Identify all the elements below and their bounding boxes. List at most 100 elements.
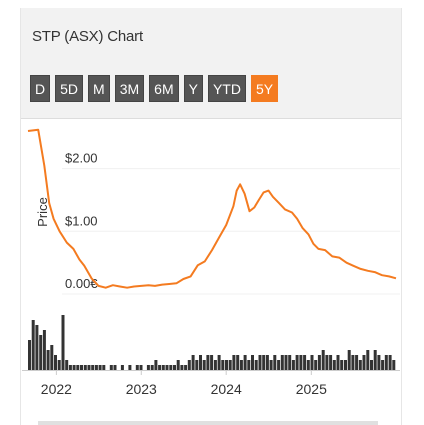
y-tick-label: $1.00 bbox=[65, 213, 98, 228]
y-tick-label: 0.00€ bbox=[65, 276, 98, 291]
volume-bar bbox=[109, 365, 113, 370]
range-button-ytd[interactable]: YTD bbox=[207, 75, 246, 102]
volume-bar bbox=[243, 355, 247, 370]
volume-bar bbox=[317, 355, 321, 370]
x-tick-label: 2025 bbox=[296, 381, 327, 397]
volume-bar bbox=[373, 350, 377, 370]
volume-bar bbox=[351, 355, 355, 370]
x-axis: 2022 2023 2024 2025 bbox=[22, 370, 400, 397]
volume-bar bbox=[340, 360, 344, 370]
volume-bar bbox=[83, 365, 87, 370]
volume-bar bbox=[42, 330, 46, 370]
volume-bars bbox=[28, 315, 396, 370]
volume-bar bbox=[310, 355, 314, 370]
volume-bar bbox=[57, 360, 61, 370]
volume-bar bbox=[284, 355, 288, 370]
y-axis: $2.00 $1.00 0.00€ Price bbox=[35, 151, 98, 291]
volume-bar bbox=[28, 340, 31, 370]
volume-bar bbox=[321, 350, 325, 370]
volume-bar bbox=[336, 355, 340, 370]
range-button-5y[interactable]: 5Y bbox=[250, 75, 279, 102]
volume-bar bbox=[94, 365, 98, 370]
volume-bar bbox=[254, 360, 258, 370]
range-button-6m[interactable]: 6M bbox=[149, 75, 179, 102]
volume-bar bbox=[184, 365, 188, 370]
plot-area bbox=[27, 128, 397, 289]
volume-bar bbox=[347, 350, 351, 370]
volume-bar bbox=[202, 360, 206, 370]
volume-bar bbox=[329, 355, 333, 370]
range-button-y[interactable]: Y bbox=[183, 75, 203, 102]
volume-bar bbox=[39, 335, 43, 370]
volume-bar bbox=[135, 365, 139, 370]
volume-bar bbox=[265, 355, 269, 370]
volume-bar bbox=[169, 365, 173, 370]
volume-bar bbox=[91, 365, 95, 370]
volume-bar bbox=[247, 360, 251, 370]
volume-bar bbox=[146, 365, 150, 370]
volume-bar bbox=[251, 355, 254, 370]
volume-bar bbox=[325, 355, 329, 370]
chart-header: STP (ASX) Chart D 5D M 3M 6M Y YTD 5Y bbox=[21, 8, 401, 119]
x-tick-label: 2024 bbox=[211, 381, 242, 397]
volume-bar bbox=[388, 355, 392, 370]
volume-bar bbox=[381, 360, 385, 370]
volume-bar bbox=[358, 360, 362, 370]
volume-bar bbox=[344, 360, 347, 370]
volume-bar bbox=[180, 365, 184, 370]
volume-bar bbox=[31, 320, 35, 370]
volume-bar bbox=[239, 360, 243, 370]
volume-bar bbox=[161, 365, 165, 370]
volume-bar bbox=[154, 360, 158, 370]
volume-bar bbox=[61, 315, 65, 370]
footer-divider bbox=[38, 421, 378, 425]
volume-bar bbox=[187, 360, 191, 370]
volume-bar bbox=[314, 360, 318, 370]
y-tick-label: $2.00 bbox=[65, 151, 98, 166]
volume-bar bbox=[65, 360, 69, 370]
range-selector: D 5D M 3M 6M Y YTD 5Y bbox=[30, 75, 279, 102]
volume-bar bbox=[236, 355, 240, 370]
volume-bar bbox=[384, 355, 388, 370]
volume-bar bbox=[355, 355, 359, 370]
volume-bar bbox=[173, 365, 176, 370]
volume-bar bbox=[213, 360, 217, 370]
volume-bar bbox=[191, 355, 195, 370]
volume-bar bbox=[72, 365, 76, 370]
volume-bar bbox=[46, 350, 50, 370]
volume-bar bbox=[76, 365, 80, 370]
volume-bar bbox=[158, 365, 162, 370]
range-button-5d[interactable]: 5D bbox=[55, 75, 84, 102]
volume-bar bbox=[306, 360, 310, 370]
volume-bar bbox=[50, 345, 54, 370]
x-tick-label: 2023 bbox=[126, 381, 157, 397]
volume-bar bbox=[258, 355, 262, 370]
volume-bar bbox=[366, 350, 370, 370]
volume-bar bbox=[225, 360, 228, 370]
volume-bar bbox=[221, 360, 225, 370]
volume-bar bbox=[98, 365, 102, 370]
volume-bar bbox=[295, 355, 299, 370]
chart-grid bbox=[62, 168, 400, 295]
volume-bar bbox=[288, 355, 292, 370]
range-button-m[interactable]: M bbox=[88, 75, 110, 102]
volume-bar bbox=[195, 360, 199, 370]
volume-bar bbox=[370, 360, 373, 370]
range-button-d[interactable]: D bbox=[30, 75, 51, 102]
volume-bar bbox=[262, 355, 266, 370]
y-axis-label: Price bbox=[35, 197, 50, 227]
volume-bar bbox=[54, 355, 57, 370]
volume-bar bbox=[35, 325, 39, 370]
volume-bar bbox=[87, 365, 91, 370]
range-button-3m[interactable]: 3M bbox=[114, 75, 145, 102]
volume-bar bbox=[392, 360, 396, 370]
volume-bar bbox=[232, 355, 236, 370]
volume-bar bbox=[150, 365, 154, 370]
volume-bar bbox=[303, 355, 307, 370]
volume-bar bbox=[273, 355, 277, 370]
volume-bar bbox=[291, 360, 295, 370]
volume-bar bbox=[280, 355, 284, 370]
volume-bar bbox=[217, 355, 221, 370]
volume-bar bbox=[377, 355, 381, 370]
